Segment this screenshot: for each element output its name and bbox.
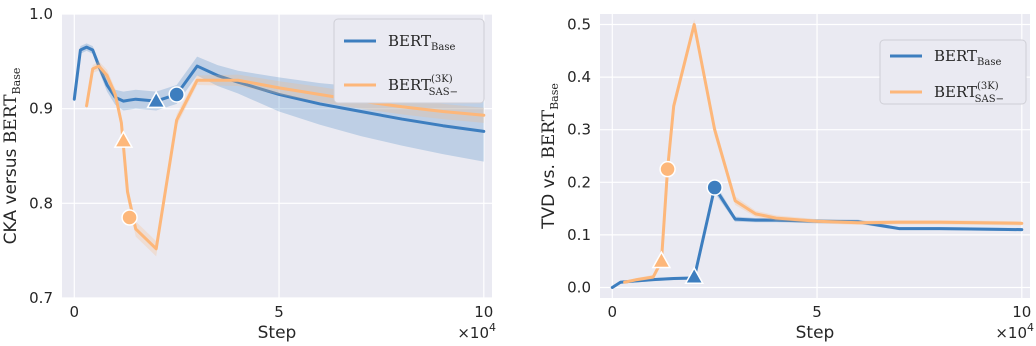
x-multiplier: ×104 [995,321,1034,342]
legend-entry-subscript: SAS− [975,94,1004,105]
y-axis-label-subscript: Base [10,68,23,95]
tvd-chart: 0 5 10 0.0 0.1 0.2 0.3 0.4 0.5 Step ×104 TVD vs. BE… [539,14,1034,343]
triangle-marker [146,90,167,109]
y-tick-label: 0.8 [29,194,53,212]
circle-marker [168,86,185,103]
legend-entry-superscript: (3K) [431,74,453,85]
y-axis-label: TVD vs. BERTBase [539,83,561,230]
legend-entry-name: BERT [388,32,431,50]
y-tick-label: 0.3 [567,121,591,139]
y-tick-label: 0.9 [29,100,53,118]
x-multiplier-exponent: 4 [489,321,496,334]
y-tick-label: 0.5 [567,16,591,34]
legend-entry-subscript: Base [977,57,1001,68]
x-multiplier-base: ×10 [995,324,1027,342]
y-axis-label-subscript: Base [548,83,561,110]
y-axis-label-prefix: TVD vs. [539,159,559,230]
x-tick-label: 0 [608,303,618,321]
legend-entry-subscript: SAS− [429,87,458,98]
triangle-marker [684,266,705,285]
y-tick-label: 0.1 [567,226,591,244]
legend-entry-name: BERT [934,47,977,65]
x-tick-label: 5 [812,303,822,321]
y-tick-label: 1.0 [29,5,53,23]
y-tick-label: 0.4 [567,68,591,86]
x-multiplier-exponent: 4 [1027,321,1034,334]
x-multiplier: ×104 [457,321,496,342]
x-tick-label: 5 [274,303,284,321]
y-axis-label-model: BERT [1,94,21,143]
legend-entry-subscript: Base [431,42,455,53]
circle-marker [659,160,676,178]
y-tick-label: 0.0 [567,278,591,296]
x-tick-label: 10 [474,303,493,321]
x-tick-label: 10 [1012,303,1031,321]
triangle-marker [113,130,134,148]
circle-marker [121,209,138,226]
y-axis-label-prefix: CKA versus [1,143,21,244]
legend-entry-label: BERT(3K) SAS− [388,74,458,98]
legend-entry-superscript: (3K) [977,81,999,92]
legend-entry-name: BERT [934,83,977,101]
confidence-band-1 [86,61,484,257]
x-axis-label: Step [258,323,297,343]
confidence-band-0 [74,43,484,162]
x-multiplier-base: ×10 [457,324,489,342]
circle-marker [706,179,723,196]
series-line-0 [72,45,486,133]
y-tick-label: 0.7 [29,289,53,307]
x-axis-label: Step [796,323,835,343]
triangle-marker [651,250,672,269]
legend-entry-label: BERTBase [934,47,1001,68]
y-axis-label: CKA versus BERTBase [1,68,23,245]
y-axis-label-model: BERT [539,109,559,158]
legend-entry-label: BERT(3K) SAS− [934,81,1004,105]
y-tick-label: 0.2 [567,173,591,191]
x-tick-label: 0 [70,303,80,321]
series-line-0 [610,186,1024,289]
legend-entry-name: BERT [388,76,431,94]
legend-entry-label: BERTBase [388,32,455,53]
